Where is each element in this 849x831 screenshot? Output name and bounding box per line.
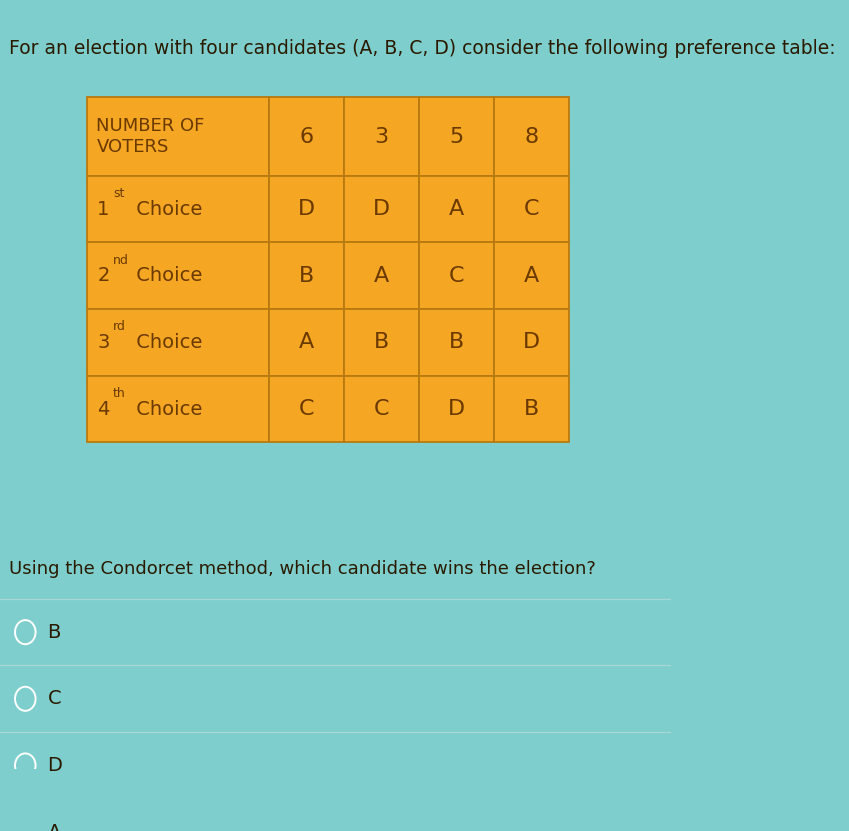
Bar [494,176,569,243]
Text: Using the Condorcet method, which candidate wins the election?: Using the Condorcet method, which candid… [9,560,596,578]
Bar [269,97,344,176]
Text: nd: nd [113,253,129,267]
Text: A: A [374,266,389,286]
Bar [344,376,419,442]
Bar [494,376,569,442]
Text: A: A [524,266,539,286]
Text: st: st [113,187,125,200]
Text: C: C [299,399,314,419]
Bar [344,243,419,309]
Text: B: B [449,332,464,352]
Bar [419,376,494,442]
Text: C: C [449,266,464,286]
Text: D: D [448,399,465,419]
Text: C: C [524,199,539,219]
Text: A: A [449,199,464,219]
Text: B: B [374,332,389,352]
Text: C: C [374,399,389,419]
Text: 6: 6 [299,126,313,146]
Bar [269,243,344,309]
Bar [87,376,269,442]
Text: B: B [299,266,314,286]
Text: 4: 4 [98,400,110,419]
Text: Choice: Choice [131,333,203,352]
Text: For an election with four candidates (A, B, C, D) consider the following prefere: For an election with four candidates (A,… [9,39,836,58]
Text: Choice: Choice [131,199,203,219]
Text: B: B [524,399,539,419]
Bar [494,97,569,176]
Text: rd: rd [113,320,126,333]
Text: D: D [373,199,390,219]
Bar [269,176,344,243]
Text: 1: 1 [98,199,110,219]
Bar [87,243,269,309]
Bar [344,309,419,376]
Text: 5: 5 [449,126,464,146]
Text: 3: 3 [374,126,389,146]
Text: D: D [298,199,315,219]
Bar [87,309,269,376]
Bar [269,376,344,442]
Bar [419,97,494,176]
Text: A: A [48,823,61,831]
Text: NUMBER OF
VOTERS: NUMBER OF VOTERS [97,117,205,156]
Bar [269,309,344,376]
Bar [419,243,494,309]
Text: 3: 3 [98,333,110,352]
Text: D: D [523,332,540,352]
Bar [87,176,269,243]
Bar [419,309,494,376]
Bar [494,243,569,309]
Text: Choice: Choice [131,400,203,419]
Bar [344,97,419,176]
Text: D: D [48,756,62,775]
Text: th: th [113,387,126,400]
Text: A: A [299,332,314,352]
Bar [419,176,494,243]
Text: 8: 8 [525,126,538,146]
Text: Choice: Choice [131,266,203,285]
Bar [494,309,569,376]
Bar [344,176,419,243]
Bar [87,97,269,176]
Text: B: B [48,622,61,642]
Text: 2: 2 [98,266,110,285]
Text: C: C [48,689,61,708]
